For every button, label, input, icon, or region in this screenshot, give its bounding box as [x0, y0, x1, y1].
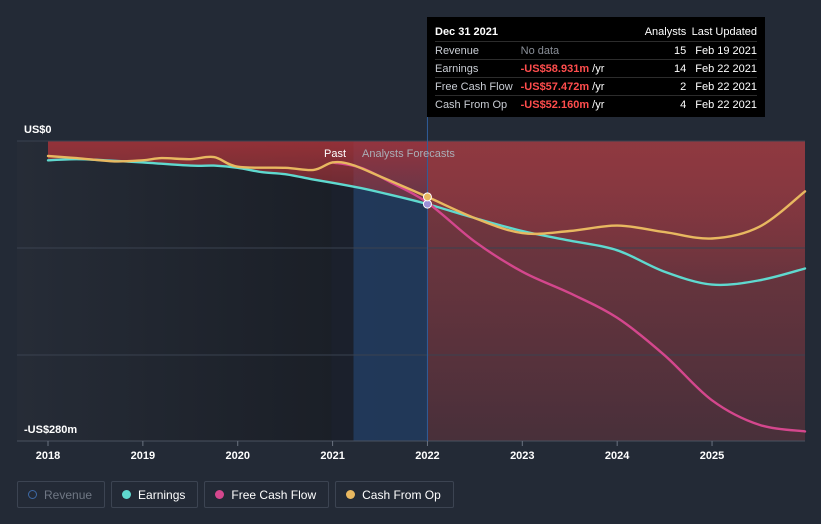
legend-cash-from-op-button[interactable]: Cash From Op: [335, 481, 454, 508]
x-tick-label: 2023: [510, 450, 534, 462]
series-line-cash-from-op: [46, 154, 807, 240]
forecast-region: [427, 141, 805, 441]
x-tick-label: 2019: [131, 450, 155, 462]
tooltip-row-value: -US$58.931m /yr: [520, 62, 605, 75]
series-line-earnings: [46, 158, 807, 287]
legend-free-cash-flow-button[interactable]: Free Cash Flow: [204, 481, 330, 508]
x-tick-label: 2025: [700, 450, 724, 462]
tooltip-row-label: Cash From Op: [435, 98, 508, 111]
highlight-shadow: [331, 141, 354, 441]
legend-free-cash-flow-dot-icon: [215, 490, 225, 499]
x-tick-label: 2021: [320, 450, 344, 462]
past-label: Past: [324, 148, 346, 160]
marker-cash-from-op: [422, 192, 432, 202]
tooltip-row-analysts: 14: [674, 62, 687, 75]
legend-earnings-dot-icon: [122, 490, 132, 499]
tooltip-row-label: Earnings: [435, 62, 479, 75]
tooltip-row-updated: Feb 19 2021: [695, 44, 758, 57]
x-tick-label: 2022: [415, 450, 439, 462]
tooltip-row-analysts: 15: [674, 44, 687, 57]
tooltip-row-updated: Feb 22 2021: [695, 80, 758, 93]
y-bottom-label: -US$280m: [24, 424, 77, 436]
tooltip-row-earnings: Earnings -US$58.931m /yr 14 Feb 22 2021: [435, 60, 757, 78]
tooltip-row-revenue: Revenue No data 15 Feb 19 2021: [435, 42, 757, 60]
tooltip-row-value: No data: [520, 44, 560, 57]
tooltip-row-value: -US$52.160m /yr: [520, 98, 605, 111]
tooltip-row-value: -US$57.472m /yr: [520, 80, 605, 93]
x-tick-label: 2020: [225, 450, 249, 462]
tooltip-row-updated: Feb 22 2021: [695, 62, 758, 75]
legend-earnings-button[interactable]: Earnings: [111, 481, 199, 508]
legend-revenue-dot-icon: [28, 490, 37, 499]
tooltip-row-analysts: 2: [680, 80, 687, 93]
legend-label: Cash From Op: [362, 487, 441, 502]
tooltip-row-label: Free Cash Flow: [435, 80, 513, 93]
tooltip-row-analysts: 4: [680, 98, 687, 111]
tooltip-header: Dec 31 2021 Analysts Last Updated: [435, 23, 757, 42]
legend-cash-from-op-dot-icon: [346, 490, 356, 499]
tooltip-updated-header: Last Updated: [691, 26, 758, 38]
tooltip-row-label: Revenue: [435, 44, 480, 57]
legend-label: Revenue: [44, 487, 93, 502]
legend-revenue-button[interactable]: Revenue: [17, 481, 106, 508]
chart-legend: Revenue Earnings Free Cash Flow Cash Fro…: [17, 481, 454, 508]
legend-label: Free Cash Flow: [231, 487, 317, 502]
x-tick-label: 2018: [36, 450, 60, 462]
tooltip-row-cash-from-op: Cash From Op -US$52.160m /yr 4 Feb 22 20…: [435, 96, 757, 113]
y-top-label: US$0: [24, 124, 52, 136]
legend-label: Earnings: [138, 487, 186, 502]
tooltip-analysts-header: Analysts: [644, 26, 687, 38]
tooltip-row-updated: Feb 22 2021: [695, 98, 758, 111]
x-tick-label: 2024: [605, 450, 630, 462]
tooltip-row-free-cash-flow: Free Cash Flow -US$57.472m /yr 2 Feb 22 …: [435, 78, 757, 96]
tooltip-date: Dec 31 2021: [435, 26, 498, 38]
data-tooltip: Dec 31 2021 Analysts Last Updated Revenu…: [427, 17, 765, 117]
forecast-label: Analysts Forecasts: [362, 148, 455, 160]
